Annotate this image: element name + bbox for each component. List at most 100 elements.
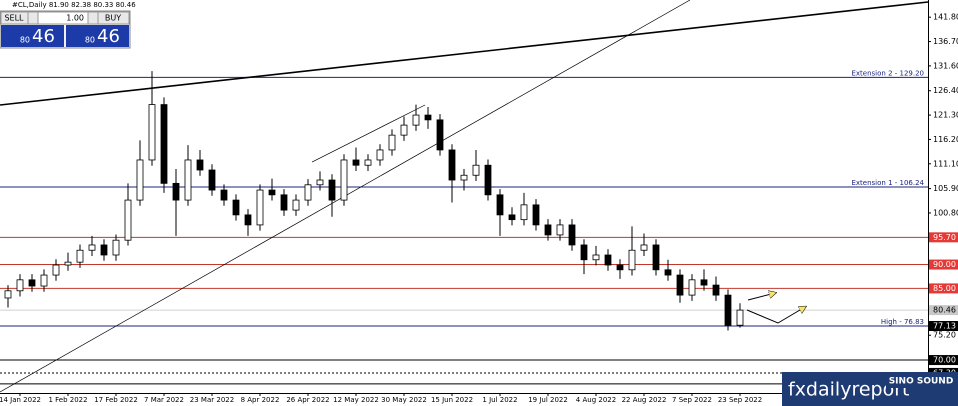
price-tag-label: 77.13 bbox=[933, 322, 956, 331]
candle-body bbox=[448, 149, 456, 181]
watermark: fxdailyreport SINO SOUND bbox=[782, 372, 958, 406]
y-tick-label: 121.30 bbox=[933, 111, 958, 120]
candle-body bbox=[496, 194, 504, 216]
buy-button[interactable] bbox=[97, 11, 130, 25]
candle-body bbox=[616, 264, 624, 271]
x-tick-label: 1 Feb 2022 bbox=[48, 396, 87, 404]
sell-price-box[interactable] bbox=[1, 25, 64, 47]
candle-body bbox=[604, 254, 612, 266]
candle-body bbox=[556, 224, 564, 236]
candle-body bbox=[340, 159, 348, 201]
candle-body bbox=[412, 114, 420, 126]
sell-price-big: 80 bbox=[20, 36, 30, 45]
price-tag bbox=[929, 283, 958, 294]
y-tick-label: 131.60 bbox=[933, 61, 958, 70]
candle-body bbox=[112, 239, 120, 256]
candle-body bbox=[28, 279, 36, 287]
trade-panel: SELL 1.00 BUY 80 46 80 46 bbox=[0, 10, 131, 49]
candle-body bbox=[232, 199, 240, 216]
x-tick-label: 7 Mar 2022 bbox=[144, 396, 184, 404]
candle-body bbox=[244, 214, 252, 226]
sell-price-small: 46 bbox=[32, 26, 55, 47]
candle-body bbox=[364, 159, 372, 166]
watermark-site: fxdailyreport bbox=[788, 379, 909, 401]
candle-body bbox=[700, 279, 708, 286]
arrow[interactable] bbox=[746, 307, 805, 324]
candle-body bbox=[436, 119, 444, 151]
candle-body bbox=[196, 159, 204, 171]
candle-body bbox=[292, 199, 300, 211]
x-tick-label: 17 Feb 2022 bbox=[94, 396, 138, 404]
candle-body bbox=[736, 309, 744, 326]
candle-body bbox=[400, 124, 408, 136]
sell-label: SELL bbox=[4, 14, 24, 23]
lot-spin[interactable] bbox=[87, 11, 99, 25]
price-tag-label: 90.00 bbox=[933, 260, 956, 269]
candle-body bbox=[184, 159, 192, 201]
candle-body bbox=[484, 164, 492, 196]
candle-body bbox=[688, 279, 696, 296]
x-tick-label: 23 Sep 2022 bbox=[718, 396, 762, 404]
candle-body bbox=[148, 104, 156, 161]
candle-body bbox=[424, 114, 432, 121]
candle-body bbox=[520, 204, 528, 221]
lot-dropdown[interactable] bbox=[27, 11, 39, 25]
symbol-header: #CL,Daily 81.90 82.38 80.33 80.46 bbox=[12, 1, 136, 9]
candle-body bbox=[172, 182, 180, 201]
candle-body bbox=[508, 214, 516, 221]
candle-body bbox=[532, 204, 540, 226]
candle-body bbox=[16, 279, 24, 292]
candle-body bbox=[124, 199, 132, 241]
candle-body bbox=[640, 244, 648, 251]
price-tag-label: 95.70 bbox=[933, 233, 956, 242]
x-tick-label: 15 Jun 2022 bbox=[431, 396, 473, 404]
y-tick-label: 111.10 bbox=[933, 159, 958, 168]
candle-body bbox=[220, 189, 228, 201]
candle-body bbox=[664, 269, 672, 276]
x-tick-label: 14 Jan 2022 bbox=[0, 396, 41, 404]
candle-body bbox=[388, 134, 396, 151]
candle-body bbox=[460, 174, 468, 181]
candle-body bbox=[628, 249, 636, 271]
buy-label: BUY bbox=[105, 14, 121, 23]
level-text: Extension 1 - 106.24 bbox=[851, 179, 924, 187]
x-tick-label: 26 Apr 2022 bbox=[286, 396, 329, 404]
y-tick-label: 136.70 bbox=[933, 37, 958, 46]
candle-body bbox=[160, 104, 168, 184]
lot-value: 1.00 bbox=[66, 14, 84, 23]
x-tick-label: 30 May 2022 bbox=[381, 396, 427, 404]
candle-body bbox=[208, 169, 216, 191]
price-tag bbox=[929, 305, 958, 316]
candle-body bbox=[376, 149, 384, 161]
y-tick-label: 116.20 bbox=[933, 135, 958, 144]
candle-body bbox=[652, 244, 660, 271]
price-tag bbox=[929, 355, 958, 366]
candle-body bbox=[568, 224, 576, 246]
y-tick-label: 75.20 bbox=[933, 331, 956, 340]
channel-line[interactable] bbox=[311, 104, 426, 163]
x-tick-label: 23 Mar 2022 bbox=[190, 396, 234, 404]
watermark-logo: SINO SOUND bbox=[889, 377, 954, 387]
candle-body bbox=[100, 244, 108, 256]
candle-body bbox=[52, 264, 60, 276]
trendline[interactable] bbox=[0, 1, 929, 106]
price-tag-label: 70.00 bbox=[933, 356, 956, 365]
candle-body bbox=[88, 244, 96, 251]
y-tick-label: 105.90 bbox=[933, 184, 958, 193]
x-tick-label: 7 Sep 2022 bbox=[672, 396, 712, 404]
y-tick-label: 126.40 bbox=[933, 86, 958, 95]
arrow[interactable] bbox=[747, 293, 775, 301]
candle-body bbox=[40, 274, 48, 287]
x-tick-label: 22 Aug 2022 bbox=[622, 396, 667, 404]
x-tick-label: 19 Jul 2022 bbox=[528, 396, 568, 404]
candle-body bbox=[280, 194, 288, 211]
x-tick-label: 12 May 2022 bbox=[333, 396, 379, 404]
price-tag-label: 85.00 bbox=[933, 284, 956, 293]
x-tick-label: 8 Apr 2022 bbox=[241, 396, 280, 404]
candle-body bbox=[472, 164, 480, 176]
candle-body bbox=[592, 254, 600, 261]
level-text: High - 76.83 bbox=[881, 318, 924, 326]
buy-price-box[interactable] bbox=[66, 25, 129, 47]
